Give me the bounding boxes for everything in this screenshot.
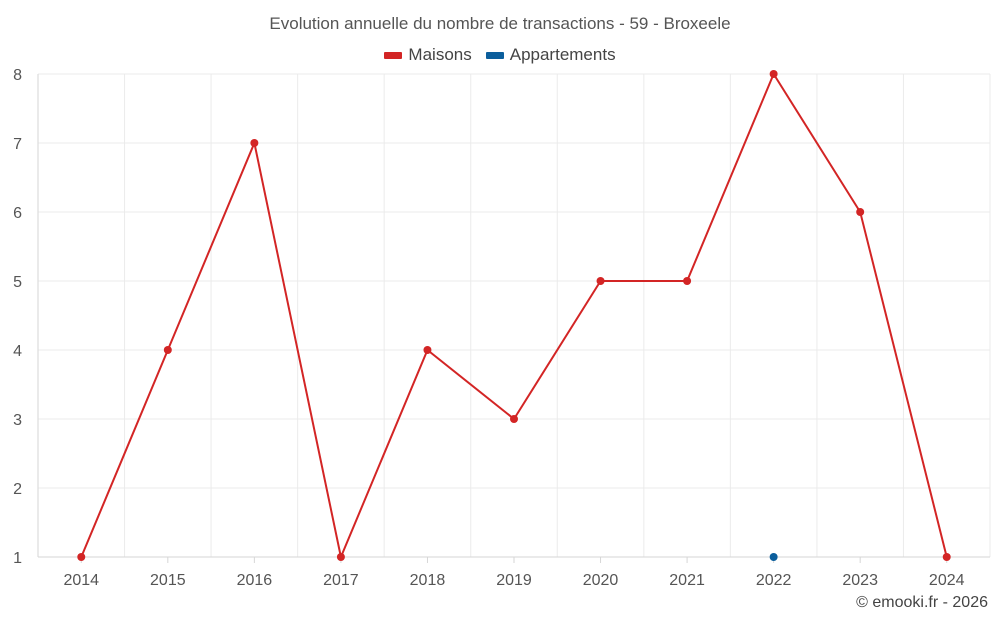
x-tick-label: 2015 bbox=[150, 572, 186, 589]
x-tick-label: 2022 bbox=[756, 572, 792, 589]
chart-title: Evolution annuelle du nombre de transact… bbox=[269, 14, 731, 33]
data-point-maisons bbox=[769, 70, 778, 78]
y-tick-label: 1 bbox=[13, 550, 22, 567]
chart-grid bbox=[37, 73, 991, 557]
x-tick-label: 2016 bbox=[237, 572, 273, 589]
y-tick-label: 8 bbox=[13, 67, 22, 84]
data-point-maisons bbox=[596, 277, 605, 285]
data-point-maisons bbox=[942, 553, 951, 561]
data-point-maisons bbox=[336, 553, 345, 561]
data-point-maisons bbox=[683, 277, 692, 285]
legend-item-appartements[interactable]: Appartements bbox=[485, 45, 616, 65]
chart-series bbox=[77, 70, 951, 561]
y-tick-label: 2 bbox=[13, 481, 22, 498]
x-tick-label: 2024 bbox=[929, 572, 965, 589]
data-point-maisons bbox=[250, 139, 259, 147]
data-point-maisons bbox=[856, 208, 865, 216]
data-point-maisons bbox=[510, 415, 518, 423]
legend-label-maisons: Maisons bbox=[408, 45, 472, 64]
x-tick-label: 2014 bbox=[63, 572, 99, 589]
chart-axes: 1 2 3 4 5 6 7 8 2014 2015 2016 2017 2018 2019 2020 2021… bbox=[13, 67, 990, 589]
x-tick-label: 2019 bbox=[496, 572, 532, 589]
legend-item-maisons[interactable]: Maisons bbox=[384, 45, 472, 65]
x-tick-label: 2020 bbox=[583, 572, 619, 589]
y-tick-label: 6 bbox=[13, 205, 22, 222]
copyright-credit: © emooki.fr - 2026 bbox=[856, 594, 988, 611]
y-tick-label: 3 bbox=[13, 412, 22, 429]
x-tick-label: 2017 bbox=[323, 572, 359, 589]
y-tick-label: 7 bbox=[13, 136, 22, 153]
data-point-maisons bbox=[163, 346, 172, 354]
data-point-maisons bbox=[423, 346, 432, 354]
x-tick-label: 2023 bbox=[842, 572, 878, 589]
x-tick-label: 2018 bbox=[410, 572, 446, 589]
legend: Maisons Appartements bbox=[0, 45, 1000, 65]
data-point-appartements bbox=[769, 553, 778, 561]
x-tick-label: 2021 bbox=[669, 572, 705, 589]
y-tick-label: 4 bbox=[13, 343, 22, 360]
legend-label-appartements: Appartements bbox=[509, 45, 616, 64]
y-tick-label: 5 bbox=[13, 274, 22, 291]
data-point-maisons bbox=[77, 553, 86, 561]
legend-swatch-appartements bbox=[485, 51, 504, 59]
legend-swatch-maisons bbox=[384, 51, 403, 59]
